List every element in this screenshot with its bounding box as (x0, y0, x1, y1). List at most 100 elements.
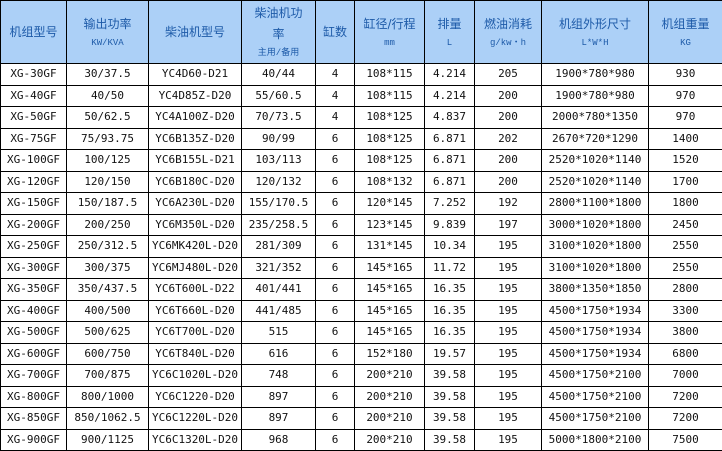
table-cell: 1700 (648, 170, 722, 193)
table-cell: 16.35 (424, 299, 475, 322)
table-cell: 19.57 (424, 342, 475, 365)
table-cell: XG-250GF (0, 235, 67, 258)
table-cell: 30/37.5 (66, 63, 149, 86)
table-cell: 7.252 (424, 192, 475, 215)
table-cell: YC6B135Z-D20 (148, 127, 242, 150)
table-row: XG-40GF 40/50 YC4D85Z-D20 55/60.5 4 108*115 4.… (0, 84, 722, 107)
table-cell: 3100*1020*1800 (541, 256, 649, 279)
table-cell: 155/170.5 (241, 192, 316, 215)
table-cell: 7200 (648, 407, 722, 430)
table-cell: 205 (474, 63, 542, 86)
table-cell: YC6C1220L-D20 (148, 407, 242, 430)
column-unit: L (446, 37, 453, 48)
table-cell: 897 (241, 385, 316, 408)
table-cell: 6800 (648, 342, 722, 365)
table-cell: 195 (474, 299, 542, 322)
table-cell: 200*210 (354, 428, 425, 451)
table-row: XG-700GF 700/875 YC6C1020L-D20 748 6 200*210 3… (0, 364, 722, 387)
table-cell: 250/312.5 (66, 235, 149, 258)
table-cell: XG-850GF (0, 407, 67, 430)
column-title: 柴油机型号 (164, 24, 225, 39)
table-cell: XG-30GF (0, 63, 67, 86)
table-cell: YC4D85Z-D20 (148, 84, 242, 107)
table-cell: 5000*1800*2100 (541, 428, 649, 451)
table-cell: 16.35 (424, 321, 475, 344)
table-cell: 4 (315, 106, 355, 129)
table-cell: XG-300GF (0, 256, 67, 279)
table-cell: 39.58 (424, 407, 475, 430)
table-row: XG-850GF 850/1062.5 YC6C1220L-D20 897 6 200*2… (0, 407, 722, 430)
table-cell: XG-600GF (0, 342, 67, 365)
table-cell: 4.837 (424, 106, 475, 129)
table-cell: YC6C1020L-D20 (148, 364, 242, 387)
table-cell: 70/73.5 (241, 106, 316, 129)
table-cell: 200*210 (354, 385, 425, 408)
table-cell: 515 (241, 321, 316, 344)
table-cell: 192 (474, 192, 542, 215)
table-cell: 6 (315, 321, 355, 344)
column-unit: L*W*H (581, 37, 609, 48)
table-cell: 2800 (648, 278, 722, 301)
table-cell: 4500*1750*1934 (541, 342, 649, 365)
table-cell: 6 (315, 342, 355, 365)
table-cell: 800/1000 (66, 385, 149, 408)
table-cell: YC6B180C-D20 (148, 170, 242, 193)
table-cell: 75/93.75 (66, 127, 149, 150)
column-header: 排量 L (424, 0, 475, 64)
table-cell: 197 (474, 213, 542, 236)
table-row: XG-600GF 600/750 YC6T840L-D20 616 6 152*180 19… (0, 342, 722, 365)
table-cell: 16.35 (424, 278, 475, 301)
table-cell: 195 (474, 256, 542, 279)
table-cell: 2520*1020*1140 (541, 170, 649, 193)
table-cell: 100/125 (66, 149, 149, 172)
table-cell: XG-800GF (0, 385, 67, 408)
column-title: 排量 (437, 16, 462, 31)
table-cell: 90/99 (241, 127, 316, 150)
table-cell: 970 (648, 106, 722, 129)
table-cell: YC6B155L-D21 (148, 149, 242, 172)
table-cell: 200 (474, 106, 542, 129)
table-cell: 2670*720*1290 (541, 127, 649, 150)
table-cell: 9.839 (424, 213, 475, 236)
table-cell: 50/62.5 (66, 106, 149, 129)
table-cell: 4.214 (424, 84, 475, 107)
table-cell: 200 (474, 84, 542, 107)
table-cell: 145*165 (354, 256, 425, 279)
table-cell: YC4A100Z-D20 (148, 106, 242, 129)
table-cell: 195 (474, 321, 542, 344)
table-cell: 1400 (648, 127, 722, 150)
table-cell: 6 (315, 428, 355, 451)
column-title: 机组型号 (9, 24, 58, 39)
table-cell: 200*210 (354, 407, 425, 430)
table-cell: YC6M350L-D20 (148, 213, 242, 236)
table-cell: 3300 (648, 299, 722, 322)
table-row: XG-250GF 250/312.5 YC6MK420L-D20 281/309 6 13… (0, 235, 722, 258)
table-cell: XG-200GF (0, 213, 67, 236)
table-cell: 195 (474, 428, 542, 451)
table-cell: 145*165 (354, 278, 425, 301)
table-cell: 321/352 (241, 256, 316, 279)
table-cell: 40/50 (66, 84, 149, 107)
table-cell: 195 (474, 342, 542, 365)
table-cell: XG-100GF (0, 149, 67, 172)
table-row: XG-900GF 900/1125 YC6C1320L-D20 968 6 200*210… (0, 428, 722, 451)
table-cell: 281/309 (241, 235, 316, 258)
column-header: 机组型号 (0, 0, 67, 64)
table-cell: 900/1125 (66, 428, 149, 451)
table-cell: YC6MJ480L-D20 (148, 256, 242, 279)
table-cell: 145*165 (354, 321, 425, 344)
table-cell: 1520 (648, 149, 722, 172)
table-cell: 4.214 (424, 63, 475, 86)
table-row: XG-200GF 200/250 YC6M350L-D20 235/258.5 6 123… (0, 213, 722, 236)
column-unit: g/kw・h (489, 37, 526, 48)
table-cell: XG-350GF (0, 278, 67, 301)
table-cell: 6 (315, 256, 355, 279)
table-row: XG-100GF 100/125 YC6B155L-D21 103/113 6 108*1… (0, 149, 722, 172)
column-title: 输出功率 (83, 16, 132, 31)
table-cell: 2520*1020*1140 (541, 149, 649, 172)
table-cell: 55/60.5 (241, 84, 316, 107)
table-cell: 7200 (648, 385, 722, 408)
table-cell: XG-700GF (0, 364, 67, 387)
table-cell: 39.58 (424, 385, 475, 408)
table-cell: 897 (241, 407, 316, 430)
